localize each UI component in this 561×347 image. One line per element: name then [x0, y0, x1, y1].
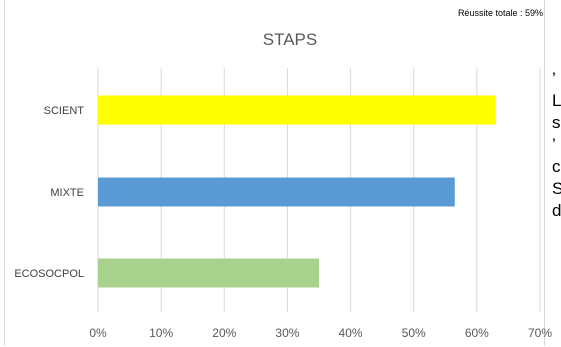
total-success-note: Réussite totale : 59%: [457, 8, 543, 18]
x-tick-label: 10%: [149, 326, 173, 340]
side-fragment: S: [552, 179, 561, 198]
x-tick-label: 50%: [402, 326, 426, 340]
x-tick-label: 30%: [275, 326, 299, 340]
category-label: SCIENT: [44, 105, 85, 117]
x-tick-label: 40%: [339, 326, 363, 340]
category-labels: SCIENT MIXTE ECOSOCPOL: [14, 105, 84, 280]
x-tick-label: 20%: [212, 326, 236, 340]
side-fragment: d: [552, 201, 561, 220]
side-fragment: s: [552, 113, 561, 132]
chart-title: STAPS: [263, 30, 317, 49]
category-label: MIXTE: [50, 187, 84, 199]
chart-frame: [4, 0, 545, 346]
bar-mixte: [98, 177, 455, 207]
bar-ecosocpol: [98, 258, 319, 288]
side-fragment: ’: [552, 135, 556, 154]
side-fragment: L: [552, 91, 561, 110]
cropped-side-text: ’ L s ’ c S d: [552, 68, 561, 222]
x-tick-label: 0%: [89, 326, 107, 340]
side-fragment: ’: [552, 69, 556, 88]
bar-scient: [98, 95, 496, 125]
x-tick-labels: 0% 10% 20% 30% 40% 50% 60% 70%: [89, 326, 552, 340]
x-tick-label: 60%: [465, 326, 489, 340]
x-tick-label: 70%: [528, 326, 552, 340]
side-fragment: c: [552, 157, 561, 176]
bars: [98, 95, 496, 288]
category-label: ECOSOCPOL: [14, 268, 84, 280]
